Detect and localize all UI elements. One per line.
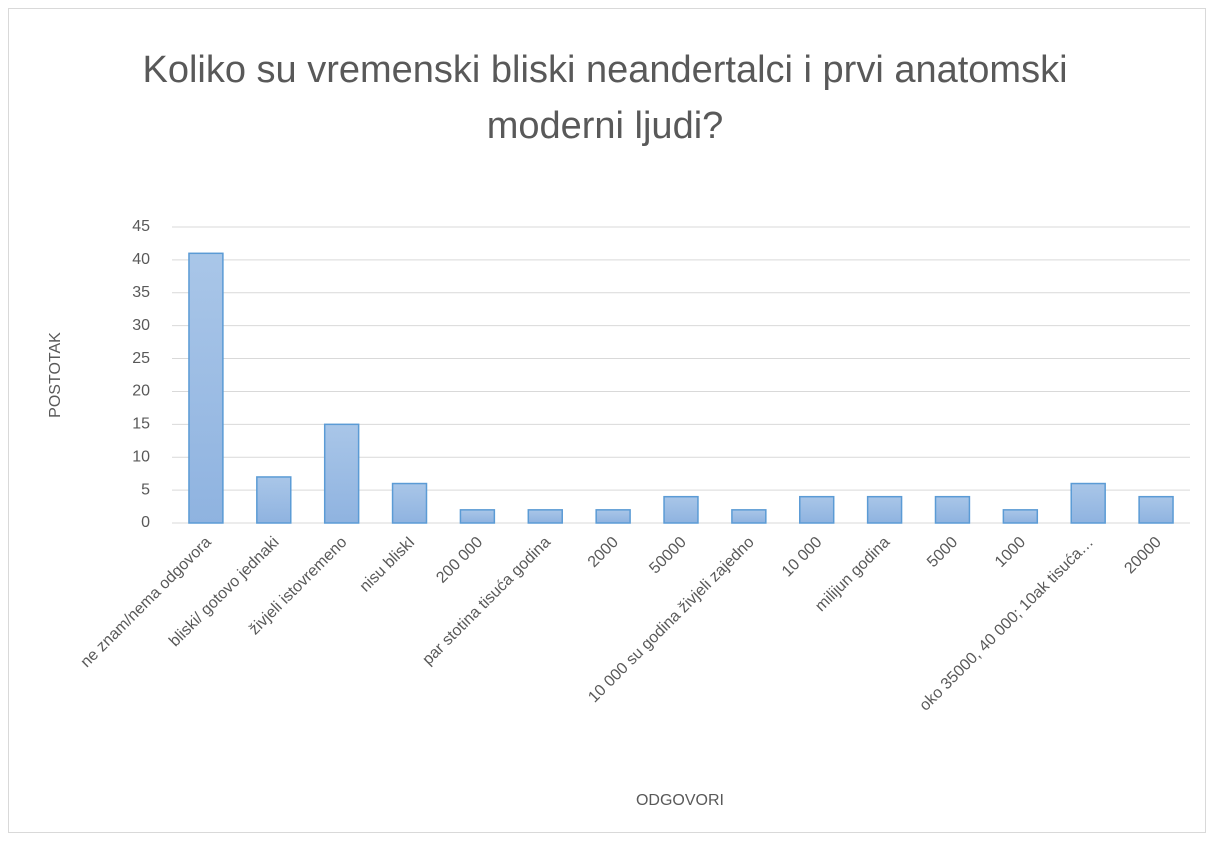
bar [731,509,767,524]
bar [459,509,496,524]
y-tick-label: 30 [132,317,150,334]
bar [934,495,971,524]
y-tick-label: 10 [132,448,150,465]
y-tick-label: 0 [141,514,150,531]
y-tick-label: 35 [132,284,150,301]
y-axis-label: POSTOTAK [47,332,64,418]
y-tick-label: 25 [132,350,150,367]
bar [527,509,563,524]
y-tick-label: 45 [132,218,150,235]
y-tick-label: 5 [141,481,150,498]
y-tick-label: 20 [132,383,150,400]
bar [391,482,428,524]
chart-title: Koliko su vremenski bliski neandertalci … [142,49,1068,147]
bar [256,476,292,524]
bar [1138,495,1174,524]
y-tick-label: 40 [132,251,150,268]
bar [663,495,699,524]
bar [1070,482,1106,524]
x-axis-label: ODGOVORI [636,792,724,809]
bar [323,423,360,524]
y-tick-label: 15 [132,416,150,433]
bar [799,495,835,524]
bar [595,509,631,524]
bar [866,495,903,524]
bar [1002,509,1039,524]
bar [188,252,224,524]
